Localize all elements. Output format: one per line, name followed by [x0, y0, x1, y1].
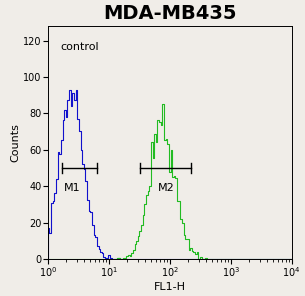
Text: control: control: [60, 42, 99, 52]
Y-axis label: Counts: Counts: [10, 123, 20, 162]
Text: M1: M1: [64, 183, 80, 193]
X-axis label: FL1-H: FL1-H: [154, 282, 186, 292]
Title: MDA-MB435: MDA-MB435: [103, 4, 236, 23]
Text: M2: M2: [158, 183, 175, 193]
